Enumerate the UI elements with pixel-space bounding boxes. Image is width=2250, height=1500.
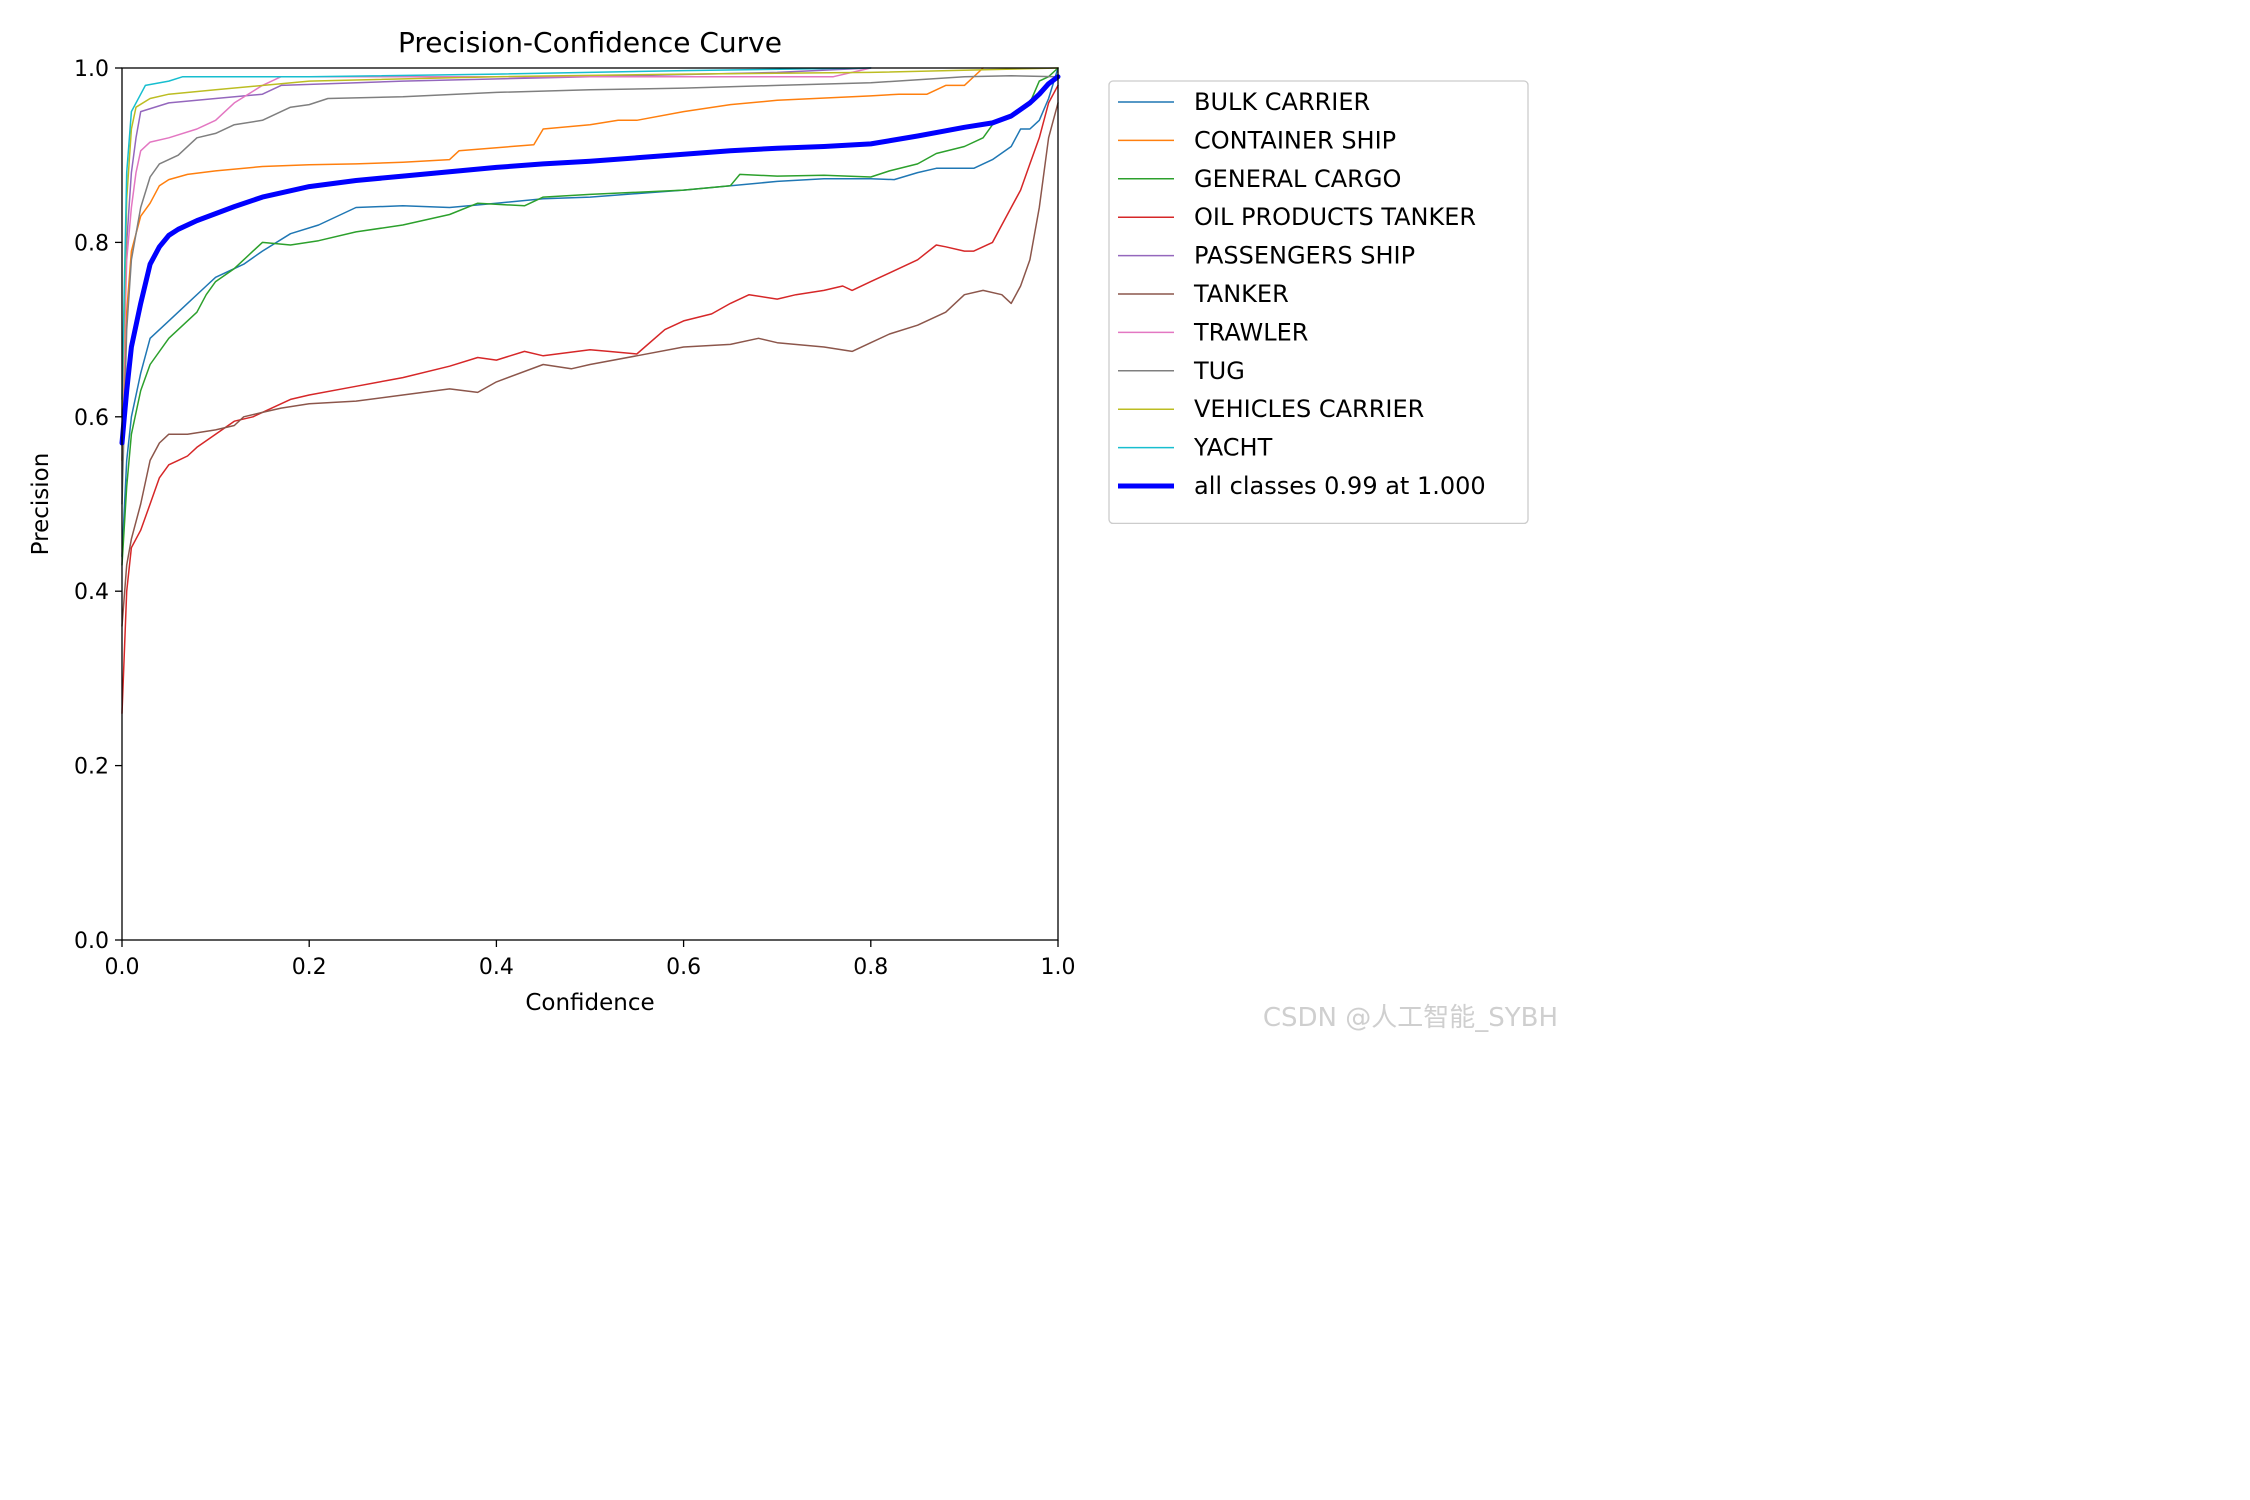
- x-tick-label: 0.2: [292, 955, 327, 980]
- y-tick-label: 0.4: [74, 580, 109, 605]
- legend-label-vehicles-carrier: VEHICLES CARRIER: [1194, 395, 1424, 423]
- legend-label-general-cargo: GENERAL CARGO: [1194, 165, 1401, 193]
- x-tick-label: 0.4: [479, 955, 514, 980]
- series-layer: [119, 67, 1061, 715]
- precision-confidence-chart: Precision-Confidence Curve Confidence Pr…: [0, 0, 1566, 1044]
- x-tick-label: 0.0: [105, 955, 140, 980]
- series-line-bulk-carrier: [121, 67, 1059, 558]
- legend-frame: [1108, 80, 1529, 525]
- legend-label-bulk-carrier: BULK CARRIER: [1194, 88, 1370, 116]
- legend-label-yacht: YACHT: [1193, 434, 1273, 462]
- y-tick-label: 0.0: [74, 929, 109, 954]
- y-axis-label: Precision: [28, 453, 54, 556]
- series-line-general-cargo: [121, 67, 1059, 566]
- series-line-tug: [121, 75, 1059, 505]
- y-tick-label: 1.0: [74, 57, 109, 82]
- axis-ticks: 0.0 0.2 0.4 0.6 0.8 1.0 0.0 0.2 0.4 0.6 0.8 1.0: [74, 57, 1076, 980]
- legend-label-all-classes-0-99-at-1-000: all classes 0.99 at 1.000: [1194, 472, 1486, 500]
- x-tick-label: 0.8: [853, 955, 888, 980]
- legend-label-container-ship: CONTAINER SHIP: [1194, 126, 1396, 154]
- y-tick-label: 0.8: [74, 231, 109, 256]
- legend-label-passengers-ship: PASSENGERS SHIP: [1194, 242, 1415, 270]
- legend-label-oil-products-tanker: OIL PRODUCTS TANKER: [1194, 203, 1476, 231]
- series-line-all-classes-0-99-at-1-000: [119, 74, 1061, 446]
- chart-title: Precision-Confidence Curve: [398, 26, 782, 59]
- x-axis-label: Confidence: [525, 990, 654, 1016]
- legend-label-tanker: TANKER: [1193, 280, 1289, 308]
- legend-label-tug: TUG: [1193, 357, 1245, 385]
- series-line-oil-products-tanker: [121, 84, 1059, 715]
- y-tick-label: 0.6: [74, 406, 109, 431]
- x-tick-label: 1.0: [1041, 955, 1076, 980]
- y-tick-label: 0.2: [74, 755, 109, 780]
- series-line-vehicles-carrier: [121, 67, 1059, 418]
- series-line-container-ship: [121, 67, 984, 462]
- watermark: CSDN @人工智能_SYBH: [1262, 1003, 1558, 1033]
- series-line-yacht: [121, 67, 872, 401]
- plot-area-frame: [121, 67, 1059, 941]
- x-tick-label: 0.6: [666, 955, 701, 980]
- legend: BULK CARRIER CONTAINER SHIP GENERAL CARGO O…: [1108, 80, 1529, 525]
- legend-label-trawler: TRAWLER: [1193, 318, 1308, 346]
- series-line-tanker: [121, 102, 1059, 627]
